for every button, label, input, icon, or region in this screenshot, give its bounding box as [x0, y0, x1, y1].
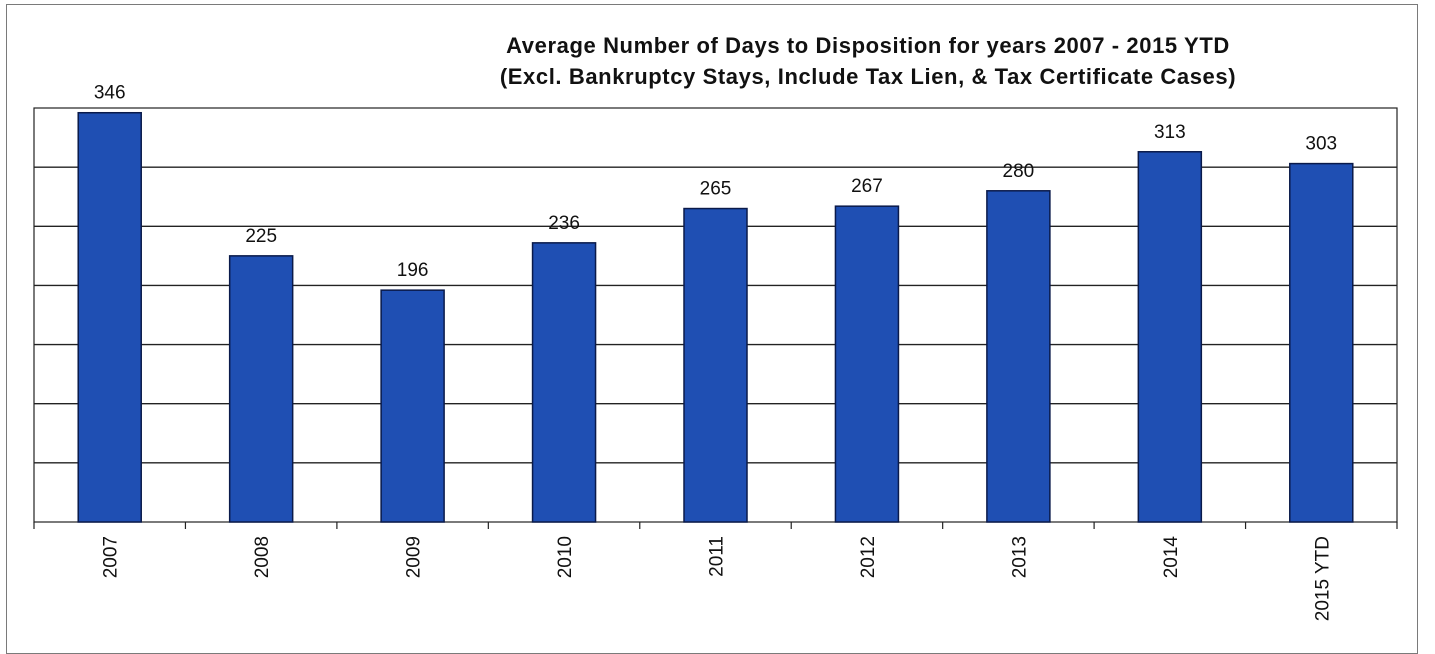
x-tick-label: 2007	[101, 536, 122, 578]
bar	[986, 190, 1051, 523]
data-label: 313	[1154, 122, 1186, 143]
x-tick-label: 2015 YTD	[1312, 536, 1333, 621]
x-axis: 2007 2008 2009 2010 2011 2012 2013 2014 2015 YTD	[33, 522, 1398, 621]
bar	[531, 242, 597, 523]
x-tick-label: 2009	[404, 536, 425, 578]
x-tick-label: 2014	[1161, 536, 1182, 579]
x-tick-label: 2012	[858, 536, 879, 578]
data-label: 280	[1003, 161, 1035, 182]
bar	[1289, 162, 1354, 523]
data-label: 346	[94, 83, 126, 104]
data-label: 267	[851, 176, 883, 197]
bar	[380, 289, 445, 523]
bar	[77, 111, 142, 523]
data-label: 236	[548, 213, 580, 234]
x-tick-label: 2010	[555, 536, 576, 578]
data-label: 225	[245, 226, 277, 247]
x-tick-label: 2008	[252, 536, 273, 578]
bar	[683, 207, 748, 523]
x-tick-label: 2011	[707, 536, 728, 577]
data-label: 265	[700, 179, 732, 200]
bars	[77, 111, 1354, 523]
x-tick-label: 2013	[1009, 536, 1030, 578]
data-label: 196	[397, 260, 429, 281]
bar	[834, 205, 900, 523]
bar	[1137, 151, 1203, 523]
chart-subtitle: (Excl. Bankruptcy Stays, Include Tax Lie…	[500, 64, 1236, 89]
bar	[228, 255, 294, 523]
chart-title: Average Number of Days to Disposition fo…	[506, 33, 1230, 58]
data-label: 303	[1305, 134, 1337, 155]
data-labels: 346 225 196 236 265 267 280 313 303	[94, 83, 1337, 281]
